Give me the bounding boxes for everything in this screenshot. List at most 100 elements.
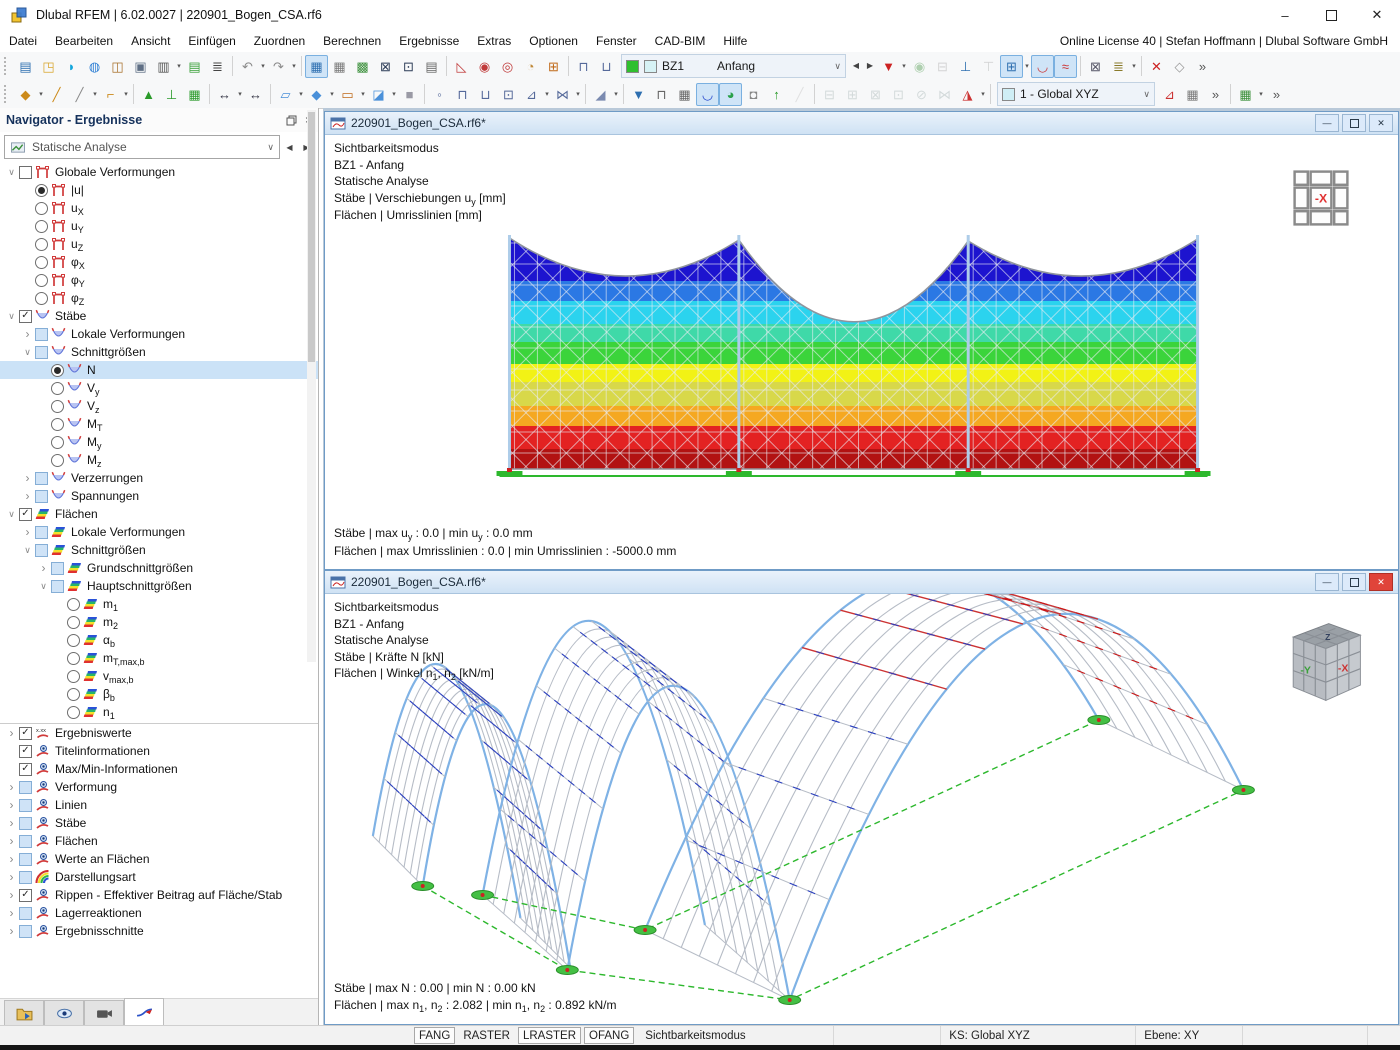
- viewport-minimize-button[interactable]: —: [1315, 573, 1339, 591]
- radio-unselected[interactable]: [67, 651, 80, 665]
- expander-icon[interactable]: ›: [9, 906, 14, 920]
- save-button[interactable]: ▣: [129, 55, 152, 78]
- new-node-dropdown[interactable]: ▾: [39, 91, 43, 98]
- result-xx-button[interactable]: ⊟: [931, 55, 954, 78]
- diagonal-tool-button[interactable]: ╱: [788, 83, 811, 106]
- filter-view-button[interactable]: ▼: [627, 83, 650, 106]
- radio-unselected[interactable]: [67, 633, 80, 647]
- radio-unselected[interactable]: [51, 399, 64, 413]
- new-solid-dropdown[interactable]: ▾: [330, 91, 334, 98]
- tree-item-mz[interactable]: Mz: [0, 451, 318, 469]
- checkbox-unchecked[interactable]: [35, 489, 48, 503]
- result-diagram-button[interactable]: ◡: [1031, 54, 1054, 78]
- undo-button[interactable]: ↶: [236, 55, 259, 78]
- clip-plane-1-button[interactable]: ⊟: [818, 83, 841, 106]
- overflow-3-button[interactable]: »: [1265, 83, 1288, 106]
- radio-unselected[interactable]: [67, 615, 80, 629]
- tree-item-schnittgrößen[interactable]: ∨ Schnittgrößen: [0, 541, 318, 559]
- viewport-close-button[interactable]: ✕: [1369, 573, 1393, 591]
- new-dimension-button[interactable]: ↔: [213, 83, 236, 106]
- select-polygon-button[interactable]: ◺: [450, 55, 473, 78]
- result-values-display-button[interactable]: ≈: [1054, 54, 1077, 78]
- menu-ergebnisse[interactable]: Ergebnisse: [399, 34, 460, 48]
- view-animation-button[interactable]: ▦: [673, 83, 696, 106]
- member-eccentricity-button[interactable]: ⊿: [520, 83, 543, 106]
- member-division-button[interactable]: ⋈: [551, 83, 574, 106]
- expander-icon[interactable]: ›: [25, 489, 30, 503]
- table-grid-button[interactable]: ▦: [328, 55, 351, 78]
- checkbox-checked[interactable]: ✓: [19, 888, 32, 902]
- menu-extras[interactable]: Extras: [477, 34, 512, 48]
- toolbar-grip[interactable]: [4, 85, 10, 103]
- tree-item-flächen[interactable]: › Flächen: [0, 832, 318, 850]
- expander-icon[interactable]: ›: [9, 780, 14, 794]
- tree-item-globale-verformungen[interactable]: ∨ Globale Verformungen: [0, 163, 318, 181]
- checkbox-checked[interactable]: ✓: [19, 726, 32, 740]
- tree-item-verzerrungen[interactable]: › Verzerrungen: [0, 469, 318, 487]
- float-panel-icon[interactable]: [286, 115, 297, 126]
- zoom-reset-button[interactable]: ✕: [1145, 55, 1168, 78]
- tree-item-rippen-effektiver-beitrag-auf-fläche-stab[interactable]: › ✓ Rippen - Effektiver Beitrag auf Fläche…: [0, 886, 318, 904]
- close-button[interactable]: ✕: [1371, 7, 1383, 22]
- checkbox-unchecked[interactable]: [35, 471, 48, 485]
- tree-item-ergebniswerte[interactable]: › ✓ x.xx Ergebniswerte: [0, 724, 318, 742]
- result-grid-button[interactable]: ⊞: [1000, 54, 1023, 78]
- expander-icon[interactable]: ›: [25, 327, 30, 341]
- tree-item-b[interactable]: αb: [0, 631, 318, 649]
- grow-model-button[interactable]: ↑: [765, 83, 788, 106]
- show-result-diagram-button[interactable]: ◡: [696, 82, 719, 106]
- tree-item-stäbe[interactable]: ∨ ✓ Stäbe: [0, 307, 318, 325]
- clip-plane-5-button[interactable]: ⊘: [910, 83, 933, 106]
- expander-icon[interactable]: ›: [9, 852, 14, 866]
- new-surface-dropdown[interactable]: ▾: [299, 91, 303, 98]
- menu-hilfe[interactable]: Hilfe: [723, 34, 748, 48]
- tree-item-werte-an-flächen[interactable]: › Werte an Flächen: [0, 850, 318, 868]
- radio-unselected[interactable]: [67, 597, 80, 611]
- tree-item-x[interactable]: φX: [0, 253, 318, 271]
- new-printout-report-button[interactable]: ▤: [183, 55, 206, 78]
- nav-prev-button[interactable]: ◀: [849, 55, 863, 78]
- navigation-cube-front[interactable]: -X: [1288, 165, 1354, 231]
- expander-icon[interactable]: ›: [9, 816, 14, 830]
- menu-ansicht[interactable]: Ansicht: [131, 34, 171, 48]
- clip-plane-6-button[interactable]: ⋈: [933, 83, 956, 106]
- viewport-maximize-button[interactable]: [1342, 114, 1366, 132]
- expander-icon[interactable]: ›: [9, 870, 14, 884]
- tree-item-stäbe[interactable]: › Stäbe: [0, 814, 318, 832]
- panel-settings-dropdown[interactable]: ▾: [1132, 63, 1136, 70]
- nav-next-button[interactable]: ▶: [863, 55, 877, 78]
- member-end-release-3-button[interactable]: ⊡: [497, 83, 520, 106]
- radio-unselected[interactable]: [35, 219, 48, 233]
- new-block-dropdown[interactable]: ▾: [392, 91, 396, 98]
- table-sc-button[interactable]: ⊡: [397, 55, 420, 78]
- tree-item-schnittgrößen[interactable]: ∨ Schnittgrößen: [0, 343, 318, 361]
- tree-item-lokale-verformungen[interactable]: › Lokale Verformungen: [0, 325, 318, 343]
- viewport-bottom-titlebar[interactable]: 220901_Bogen_CSA.rf6* — ✕: [325, 571, 1398, 594]
- radio-unselected[interactable]: [67, 687, 80, 701]
- expander-icon[interactable]: ›: [9, 798, 14, 812]
- isometric-box-button[interactable]: ◇: [1168, 55, 1191, 78]
- combo-next-button[interactable]: ▶: [299, 137, 314, 158]
- viewport-top-titlebar[interactable]: 220901_Bogen_CSA.rf6* — ✕: [325, 112, 1398, 135]
- tree-item-verformung[interactable]: › Verformung: [0, 778, 318, 796]
- checkbox-unchecked[interactable]: [35, 327, 48, 341]
- new-dimension-xx-button[interactable]: ↔: [244, 83, 267, 106]
- tree-item-uy[interactable]: uY: [0, 217, 318, 235]
- expander-icon[interactable]: ›: [9, 924, 14, 938]
- tree-item-n1[interactable]: n1: [0, 703, 318, 721]
- new-surface-support-button[interactable]: ▦: [183, 83, 206, 106]
- menu-optionen[interactable]: Optionen: [529, 34, 578, 48]
- tree-item-vmax-b[interactable]: vmax,b: [0, 667, 318, 685]
- tree-item-b[interactable]: βb: [0, 685, 318, 703]
- checkbox-unchecked[interactable]: [19, 906, 32, 920]
- tree-item-max-min-informationen[interactable]: ✓ Max/Min-Informationen: [0, 760, 318, 778]
- member-end-release-1-button[interactable]: ⊓: [451, 83, 474, 106]
- printout-report-button[interactable]: ≣: [206, 55, 229, 78]
- radio-unselected[interactable]: [35, 255, 48, 269]
- maximize-button[interactable]: [1308, 0, 1354, 30]
- new-section-cut-dropdown[interactable]: ▾: [614, 91, 618, 98]
- new-line-button[interactable]: ╱: [45, 83, 68, 106]
- expander-icon[interactable]: ∨: [8, 166, 15, 177]
- checkbox-checked[interactable]: ✓: [19, 744, 32, 758]
- expander-icon[interactable]: ›: [25, 525, 30, 539]
